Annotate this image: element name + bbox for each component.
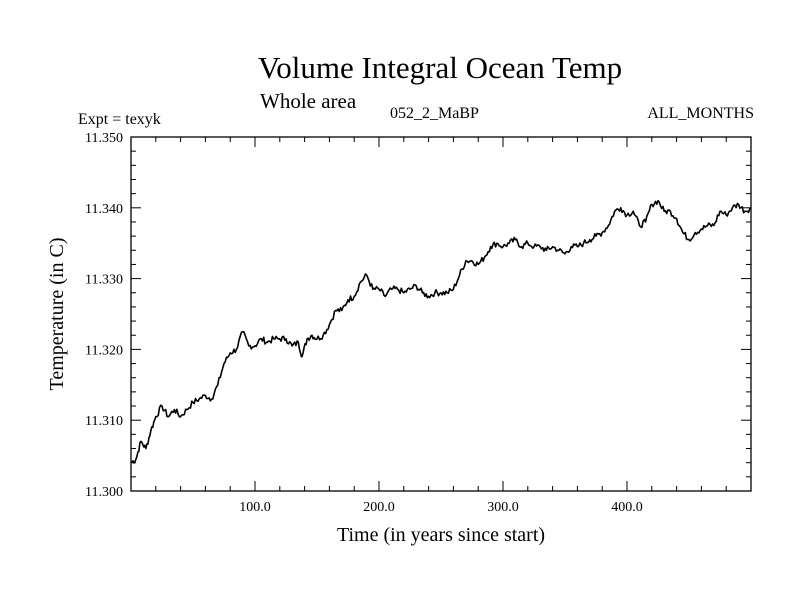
x-tick-label: 300.0: [487, 500, 519, 515]
chart-subtitle: Whole area: [260, 89, 357, 113]
x-tick-label: 100.0: [239, 500, 271, 515]
y-tick-label: 11.300: [85, 485, 123, 500]
chart-title: Volume Integral Ocean Temp: [257, 50, 623, 85]
y-axis-title: Temperature (in C): [46, 238, 68, 391]
run-label: 052_2_MaBP: [390, 105, 479, 122]
series-line: [130, 199, 752, 464]
experiment-label: Expt = texyk: [78, 111, 161, 128]
x-tick-label: 400.0: [611, 500, 643, 515]
plot-frame: [130, 136, 752, 492]
y-tick-label: 11.350: [85, 131, 123, 146]
x-tick-label: 200.0: [363, 500, 395, 515]
months-label: ALL_MONTHS: [647, 105, 754, 122]
y-tick-label: 11.320: [85, 343, 123, 358]
y-tick-label: 11.330: [85, 273, 123, 288]
y-tick-label: 11.310: [85, 414, 123, 429]
x-axis-title: Time (in years since start): [337, 524, 545, 546]
y-tick-label: 11.340: [85, 202, 123, 217]
